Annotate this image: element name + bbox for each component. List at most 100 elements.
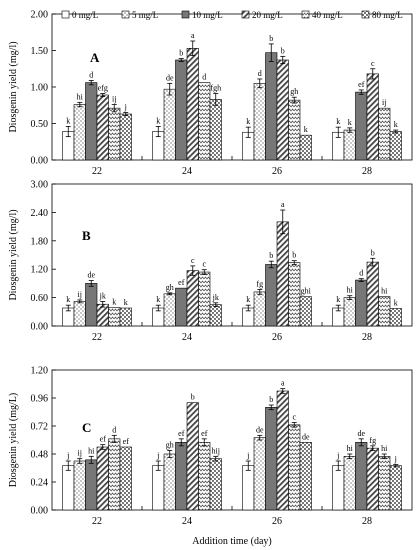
significance-label: k [336,295,340,304]
significance-label: b [281,46,285,55]
significance-label: d [112,425,116,434]
bar [366,73,379,161]
bar [276,59,289,161]
bar [288,424,301,511]
x-tick-label: 24 [182,332,192,343]
bar [175,59,188,161]
legend-label: 0 mg/L [72,10,98,20]
significance-label: de [357,429,365,438]
x-tick-layer: 22 24 26 28 [92,322,372,343]
x-tick-label: 28 [362,516,372,527]
x-axis-title: Addition time (day) [192,536,271,547]
significance-label: ef [178,429,185,438]
bar [108,307,121,327]
bar [163,293,176,327]
bar [209,99,222,161]
bar [366,261,379,327]
bar [389,131,402,161]
x-tick-label: 26 [272,516,282,527]
x-tick-label: 24 [182,516,192,527]
bar [276,221,289,327]
significance-label: hi [381,444,388,453]
significance-label: ij [382,98,386,107]
significance-label: ef [358,80,365,89]
significance-label: b [292,251,296,260]
significance-label: d [258,69,262,78]
bar [85,82,98,161]
y-axis-title: Diosgenin yield (mg/L) [8,393,19,487]
significance-label: ef [178,278,185,287]
legend-swatch [241,10,250,19]
bar [389,308,402,327]
bar [73,460,86,511]
y-tick-label: 0.60 [31,293,49,304]
bar [332,465,345,511]
y-tick-label: 1.20 [31,366,49,377]
significance-label: c [191,256,195,265]
bar [186,48,199,161]
significance-label: j [336,451,339,460]
significance-label: d [202,73,206,82]
significance-label: b [269,34,273,43]
legend-swatch [301,10,310,19]
y-tick-layer: 0.00 0.24 0.48 0.72 0.96 1.20 [31,366,56,517]
bar [108,438,121,511]
significance-label: efg [98,84,108,93]
bar [209,458,222,511]
significance-label: fg [369,436,376,445]
bar [288,99,301,161]
significance-label: b [269,395,273,404]
bar [288,262,301,327]
x-tick-label: 28 [362,166,372,177]
significance-label: k [66,116,70,125]
significance-label: a [281,379,285,388]
significance-label: j [124,103,127,112]
significance-label: hij [212,446,220,455]
panel-letter: B [82,228,91,243]
bar [163,453,176,511]
x-tick-label: 26 [272,166,282,177]
bar [163,88,176,161]
significance-label: de [256,425,264,434]
bar [378,456,391,511]
bar [378,296,391,327]
y-tick-label: 0.00 [31,322,49,333]
significance-label: j [66,451,69,460]
significance-label: k [112,298,116,307]
x-tick-label: 22 [92,516,102,527]
bar [366,447,379,511]
bar [198,442,211,511]
y-tick-label: 3.00 [31,180,49,191]
panel-c: C Diosgenin yield (mg/L) j ij hiefdefjghef… [8,366,413,547]
bar [265,407,278,511]
x-tick-layer: 22 24 26 28 [92,156,372,177]
significance-label: c [202,260,206,269]
significance-label: jk [99,291,106,300]
bar [198,82,211,161]
legend-swatch [361,10,370,19]
bar [389,465,402,511]
significance-label: ef [123,437,130,446]
significance-label: b [371,248,375,257]
significance-label: k [394,298,398,307]
legend-swatch [61,10,70,19]
y-axis-title: Diosgenin yield (mg/l) [8,41,19,132]
bar [343,129,356,161]
bar [175,287,188,327]
significance-label: fg [256,280,263,289]
bar [85,459,98,511]
bar [242,465,255,511]
bar [175,442,188,511]
significance-label: c [371,59,375,68]
x-tick-label: 22 [92,166,102,177]
bar [152,465,165,511]
significance-label: ef [201,429,208,438]
significance-label: ij [112,95,116,104]
y-tick-label: 0.00 [31,156,49,167]
bar [96,446,109,511]
bar [343,297,356,327]
y-tick-label: 0.24 [31,478,49,489]
bar [209,304,222,327]
significance-label: k [246,117,250,126]
